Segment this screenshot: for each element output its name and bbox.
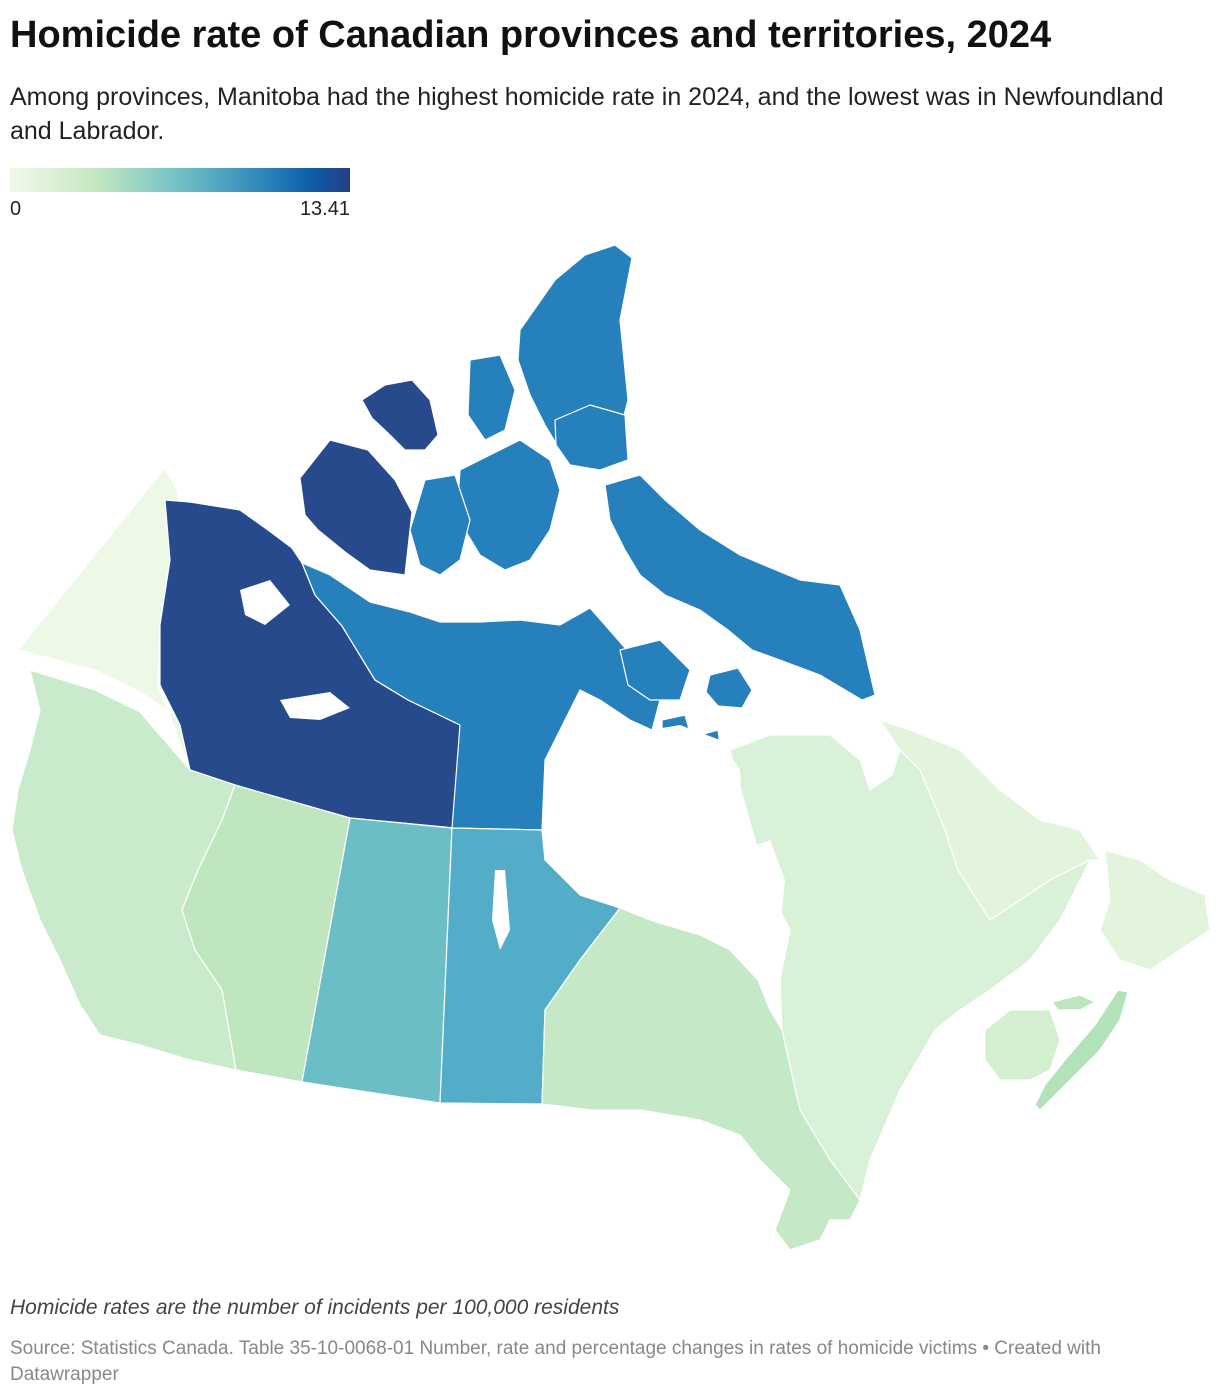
region-nunavut-islands-north[interactable]	[554, 404, 629, 471]
chart-source: Source: Statistics Canada. Table 35-10-0…	[10, 1338, 1101, 1385]
region-northwest-territories-banks-island[interactable]	[361, 379, 439, 451]
region-nunavut-baffin-island[interactable]	[604, 474, 876, 701]
region-northwest-territories-victoria-island[interactable]	[299, 439, 413, 576]
region-nunavut-devon-island[interactable]	[457, 439, 561, 571]
region-british-columbia[interactable]	[11, 669, 237, 1071]
chart-title: Homicide rate of Canadian provinces and …	[10, 14, 1052, 56]
region-nunavut-islands-west[interactable]	[467, 354, 516, 441]
canada-map	[0, 230, 1220, 1270]
region-prince-edward-island[interactable]	[1051, 994, 1096, 1011]
chart-notes: Homicide rates are the number of inciden…	[10, 1296, 620, 1319]
region-new-brunswick[interactable]	[984, 1009, 1061, 1081]
legend-gradient-bar	[10, 168, 350, 192]
legend-max-label: 13.41	[299, 198, 350, 220]
region-nunavut-southampton-island[interactable]	[705, 667, 753, 709]
great-slave-lake-water	[280, 692, 350, 720]
region-yukon[interactable]	[17, 467, 191, 771]
region-nunavut[interactable]	[301, 562, 661, 831]
region-newfoundland-and-labrador-island[interactable]	[1099, 849, 1211, 971]
great-bear-lake-water	[240, 580, 290, 625]
hudson-bay-water	[542, 725, 790, 1010]
region-nova-scotia[interactable]	[1034, 989, 1129, 1111]
legend-min-label: 0	[10, 198, 22, 220]
james-bay-water	[745, 840, 785, 960]
region-nunavut-melville-peninsula[interactable]	[619, 639, 691, 701]
chart-subtitle: Among provinces, Manitoba had the highes…	[10, 83, 1164, 145]
color-legend: 0 13.41	[10, 168, 350, 224]
region-nunavut-islands-central[interactable]	[409, 474, 471, 576]
lake-winnipeg-water	[492, 870, 510, 950]
region-newfoundland-and-labrador[interactable]	[879, 719, 1101, 921]
region-quebec[interactable]	[729, 734, 1091, 1201]
